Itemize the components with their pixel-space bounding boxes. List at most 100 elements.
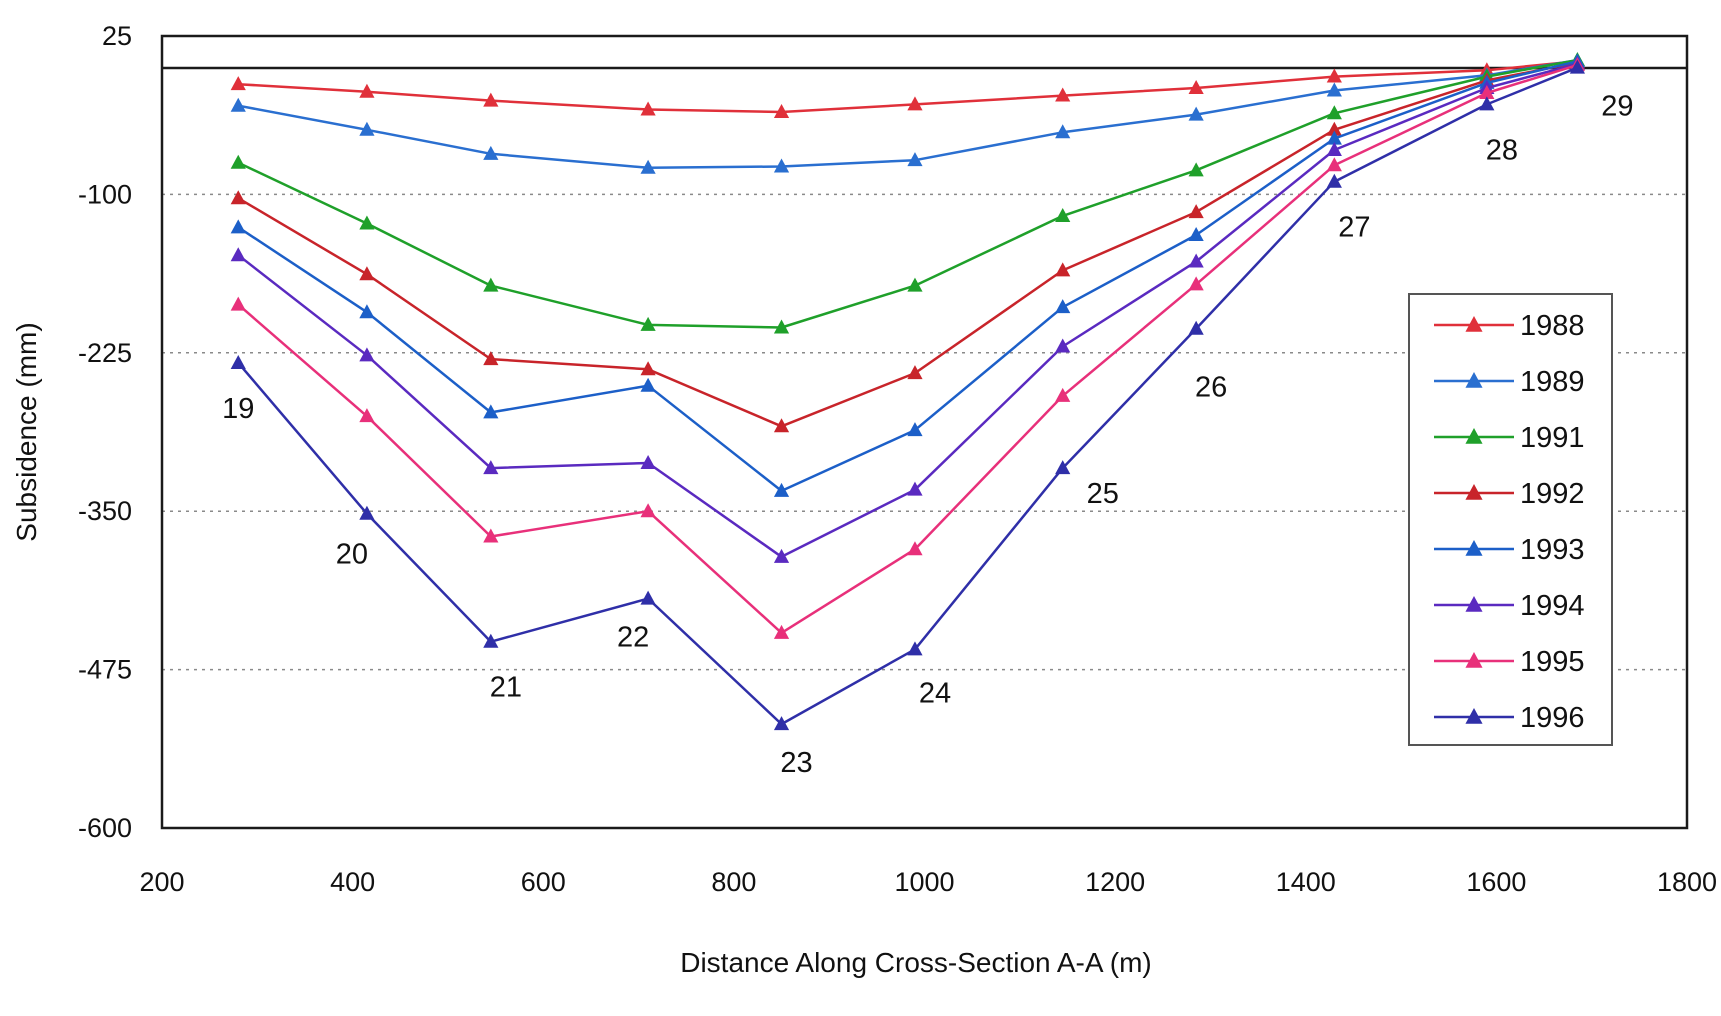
- point-label: 21: [490, 672, 522, 704]
- y-axis-title: Subsidence (mm): [11, 322, 42, 541]
- data-point-marker: [483, 145, 499, 160]
- data-point-marker: [359, 304, 375, 319]
- legend-label: 1994: [1520, 590, 1585, 622]
- y-tick-label: -225: [78, 338, 132, 368]
- point-label: 27: [1338, 212, 1370, 244]
- data-point-marker: [1188, 162, 1204, 177]
- data-point-marker: [1188, 320, 1204, 335]
- y-tick-label: -475: [78, 655, 132, 685]
- data-point-marker: [1188, 276, 1204, 291]
- data-point-marker: [483, 277, 499, 292]
- data-point-marker: [773, 158, 790, 173]
- data-point-marker: [1326, 157, 1342, 172]
- legend-box: [1408, 293, 1613, 746]
- data-point-marker: [907, 96, 923, 111]
- legend-swatch-marker: [1465, 540, 1483, 556]
- data-point-marker: [483, 528, 499, 543]
- data-point-marker: [1188, 226, 1204, 241]
- series-1996: [230, 59, 1585, 731]
- data-point-marker: [1055, 338, 1071, 353]
- data-point-marker: [907, 152, 923, 167]
- data-point-marker: [230, 247, 246, 262]
- data-point-marker: [640, 316, 656, 331]
- data-point-marker: [1055, 262, 1071, 277]
- legend: 1988 1989 1991 1992 1993 1994 1995 1996: [1408, 293, 1613, 746]
- y-tick-label: -600: [78, 813, 132, 843]
- y-tick-label: -350: [78, 496, 132, 526]
- data-point-marker: [359, 505, 375, 520]
- series-1993: [230, 53, 1585, 497]
- data-point-marker: [1326, 82, 1342, 97]
- legend-label: 1989: [1520, 366, 1585, 398]
- x-tick-label: 1600: [1466, 867, 1526, 897]
- data-point-marker: [640, 159, 656, 174]
- legend-swatch-marker: [1465, 372, 1483, 388]
- data-point-marker: [230, 154, 246, 169]
- data-point-marker: [230, 97, 246, 112]
- data-point-marker: [230, 76, 246, 91]
- point-label: 23: [780, 747, 812, 779]
- data-point-marker: [640, 590, 656, 605]
- legend-label: 1995: [1520, 646, 1585, 678]
- y-tick-label: -100: [78, 179, 132, 209]
- data-point-marker: [1055, 387, 1071, 402]
- data-point-marker: [359, 408, 375, 423]
- x-tick-label: 1400: [1276, 867, 1336, 897]
- data-point-marker: [359, 121, 375, 136]
- data-point-marker: [773, 104, 790, 119]
- y-tick-label: 25: [102, 21, 132, 51]
- series-1995: [230, 57, 1585, 639]
- x-tick-label: 600: [521, 867, 566, 897]
- data-point-marker: [359, 266, 375, 281]
- point-label: 24: [919, 677, 951, 709]
- legend-label: 1991: [1520, 422, 1585, 454]
- point-label: 26: [1195, 372, 1227, 404]
- data-point-marker: [907, 641, 923, 656]
- x-tick-label: 1200: [1085, 867, 1145, 897]
- data-point-marker: [773, 624, 790, 639]
- data-point-marker: [773, 482, 790, 497]
- grid-lines: [162, 193, 1687, 671]
- data-point-marker: [773, 418, 790, 433]
- legend-swatch-marker: [1465, 652, 1483, 668]
- x-tick-label: 400: [330, 867, 375, 897]
- data-point-marker: [1326, 121, 1342, 136]
- legend-label: 1992: [1520, 478, 1585, 510]
- data-point-marker: [1326, 105, 1342, 120]
- data-point-marker: [773, 716, 790, 731]
- x-tick-label: 1800: [1657, 867, 1717, 897]
- data-point-marker: [907, 365, 923, 380]
- data-point-marker: [1479, 96, 1495, 111]
- data-point-marker: [230, 219, 246, 234]
- point-label: 22: [617, 622, 649, 654]
- x-tick-label: 1000: [894, 867, 954, 897]
- legend-swatch-marker: [1465, 316, 1483, 332]
- data-point-marker: [640, 503, 656, 518]
- data-point-marker: [359, 347, 375, 362]
- point-label: 20: [336, 539, 368, 571]
- data-point-marker: [1188, 253, 1204, 268]
- data-point-marker: [640, 101, 656, 116]
- data-point-marker: [1326, 68, 1342, 83]
- data-point-marker: [483, 404, 499, 419]
- point-labels: 19 20 21 22 23 24 25 26 27 28 29: [222, 91, 1633, 779]
- data-point-marker: [359, 215, 375, 230]
- legend-label: 1993: [1520, 534, 1585, 566]
- x-tick-label: 800: [711, 867, 756, 897]
- data-point-marker: [1055, 87, 1071, 102]
- data-point-marker: [907, 481, 923, 496]
- legend-label: 1988: [1520, 310, 1585, 342]
- legend-swatch-marker: [1465, 708, 1483, 724]
- data-point-marker: [359, 83, 375, 98]
- plot-area-frame: [160, 34, 1689, 830]
- data-point-marker: [483, 351, 499, 366]
- point-label: 25: [1087, 478, 1119, 510]
- data-point-marker: [1326, 130, 1342, 145]
- axis-tick-labels: -600 -475 -350 -225 -100 25 200 400 600 800 1000 12…: [78, 21, 1717, 897]
- data-point-marker: [1326, 142, 1342, 157]
- data-point-marker: [1188, 106, 1204, 121]
- data-point-marker: [1055, 124, 1071, 139]
- data-point-marker: [1479, 85, 1495, 100]
- data-point-marker: [907, 277, 923, 292]
